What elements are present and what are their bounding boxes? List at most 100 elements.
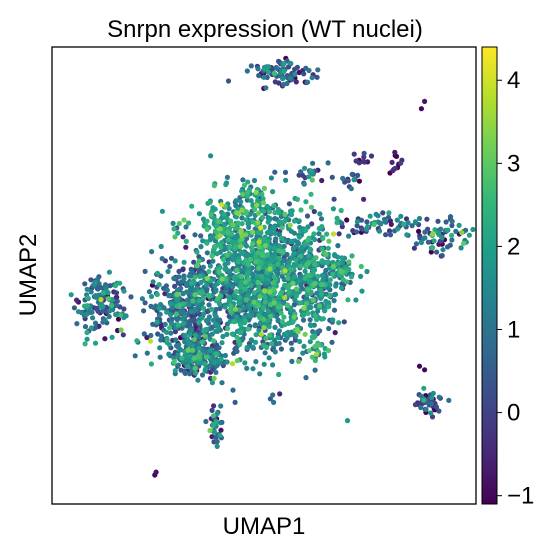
scatter-point bbox=[290, 245, 297, 251]
scatter-point bbox=[142, 268, 148, 274]
scatter-point bbox=[108, 306, 114, 312]
scatter-point bbox=[211, 244, 218, 250]
scatter-point bbox=[159, 256, 165, 262]
scatter-point bbox=[195, 377, 201, 383]
scatter-point bbox=[334, 220, 340, 226]
scatter-point bbox=[262, 288, 268, 294]
scatter-point bbox=[109, 302, 115, 308]
scatter-point bbox=[164, 329, 170, 335]
scatter-point bbox=[209, 380, 215, 386]
scatter-point bbox=[154, 291, 160, 298]
scatter-point bbox=[339, 281, 345, 287]
scatter-point bbox=[314, 74, 320, 80]
scatter-point bbox=[376, 228, 383, 234]
scatter-point bbox=[243, 257, 249, 264]
scatter-point bbox=[190, 298, 196, 304]
scatter-point bbox=[332, 330, 338, 336]
scatter-point bbox=[105, 296, 111, 302]
scatter-point bbox=[338, 207, 344, 214]
scatter-point bbox=[257, 293, 263, 299]
scatter-point bbox=[226, 313, 232, 319]
scatter-point bbox=[242, 360, 248, 366]
scatter-point bbox=[319, 177, 325, 184]
scatter-point bbox=[289, 358, 295, 364]
scatter-point bbox=[354, 223, 360, 229]
scatter-point bbox=[207, 348, 213, 354]
scatter-point bbox=[312, 367, 318, 373]
scatter-point bbox=[235, 220, 241, 226]
scatter-point bbox=[318, 295, 324, 301]
scatter-point bbox=[317, 211, 323, 217]
scatter-point bbox=[354, 229, 360, 235]
scatter-point bbox=[215, 296, 221, 302]
scatter-point bbox=[302, 165, 308, 171]
scatter-point bbox=[88, 325, 95, 331]
scatter-point bbox=[252, 339, 259, 345]
scatter-point bbox=[255, 303, 262, 309]
scatter-point bbox=[220, 333, 226, 340]
scatter-point bbox=[200, 264, 206, 270]
scatter-point bbox=[248, 337, 254, 343]
scatter-point bbox=[226, 298, 232, 304]
scatter-point bbox=[84, 336, 90, 342]
scatter-point bbox=[141, 308, 147, 314]
scatter-point bbox=[315, 273, 321, 279]
scatter-point bbox=[436, 394, 442, 400]
scatter-point bbox=[89, 309, 95, 315]
scatter-point bbox=[251, 177, 258, 184]
scatter-point bbox=[217, 432, 223, 439]
scatter-point bbox=[258, 225, 264, 231]
scatter-point bbox=[156, 282, 162, 288]
scatter-point bbox=[424, 216, 430, 222]
scatter-point bbox=[311, 231, 317, 237]
scatter-point bbox=[412, 219, 418, 225]
scatter-point bbox=[319, 246, 325, 252]
scatter-point bbox=[164, 309, 170, 315]
scatter-point bbox=[156, 305, 162, 311]
scatter-point bbox=[167, 263, 173, 270]
scatter-point bbox=[75, 309, 82, 315]
scatter-point bbox=[287, 222, 293, 228]
scatter-point bbox=[198, 244, 204, 250]
scatter-point bbox=[121, 306, 127, 312]
scatter-point bbox=[449, 232, 455, 238]
scatter-point bbox=[308, 191, 314, 197]
scatter-point bbox=[283, 330, 290, 336]
scatter-point bbox=[297, 300, 303, 306]
scatter-point bbox=[189, 280, 195, 286]
scatter-point bbox=[333, 283, 339, 289]
scatter-point bbox=[187, 371, 193, 377]
scatter-point bbox=[255, 219, 261, 225]
scatter-point bbox=[305, 79, 311, 85]
scatter-point bbox=[422, 98, 428, 104]
scatter-point bbox=[196, 254, 202, 260]
scatter-point bbox=[361, 196, 367, 202]
scatter-point bbox=[335, 254, 341, 260]
scatter-point bbox=[233, 198, 239, 204]
scatter-point bbox=[232, 244, 238, 250]
scatter-point bbox=[261, 316, 267, 322]
scatter-point bbox=[210, 258, 216, 264]
scatter-point bbox=[241, 182, 247, 188]
scatter-point bbox=[243, 297, 249, 303]
scatter-point bbox=[209, 407, 215, 413]
scatter-point bbox=[344, 418, 351, 424]
x-axis-label: UMAP1 bbox=[223, 513, 306, 540]
scatter-point bbox=[359, 288, 365, 294]
scatter-point bbox=[226, 206, 232, 212]
scatter-point bbox=[319, 291, 325, 297]
scatter-point bbox=[392, 149, 398, 155]
scatter-point bbox=[214, 328, 221, 334]
scatter-point bbox=[193, 370, 199, 376]
scatter-point bbox=[204, 218, 210, 224]
scatter-point bbox=[394, 217, 400, 223]
scatter-point bbox=[301, 181, 307, 187]
scatter-point bbox=[279, 319, 285, 325]
scatter-point bbox=[183, 238, 189, 244]
scatter-point bbox=[102, 317, 108, 323]
scatter-point bbox=[95, 308, 101, 314]
scatter-point bbox=[304, 291, 310, 297]
scatter-point bbox=[236, 339, 242, 345]
scatter-point bbox=[308, 204, 315, 210]
